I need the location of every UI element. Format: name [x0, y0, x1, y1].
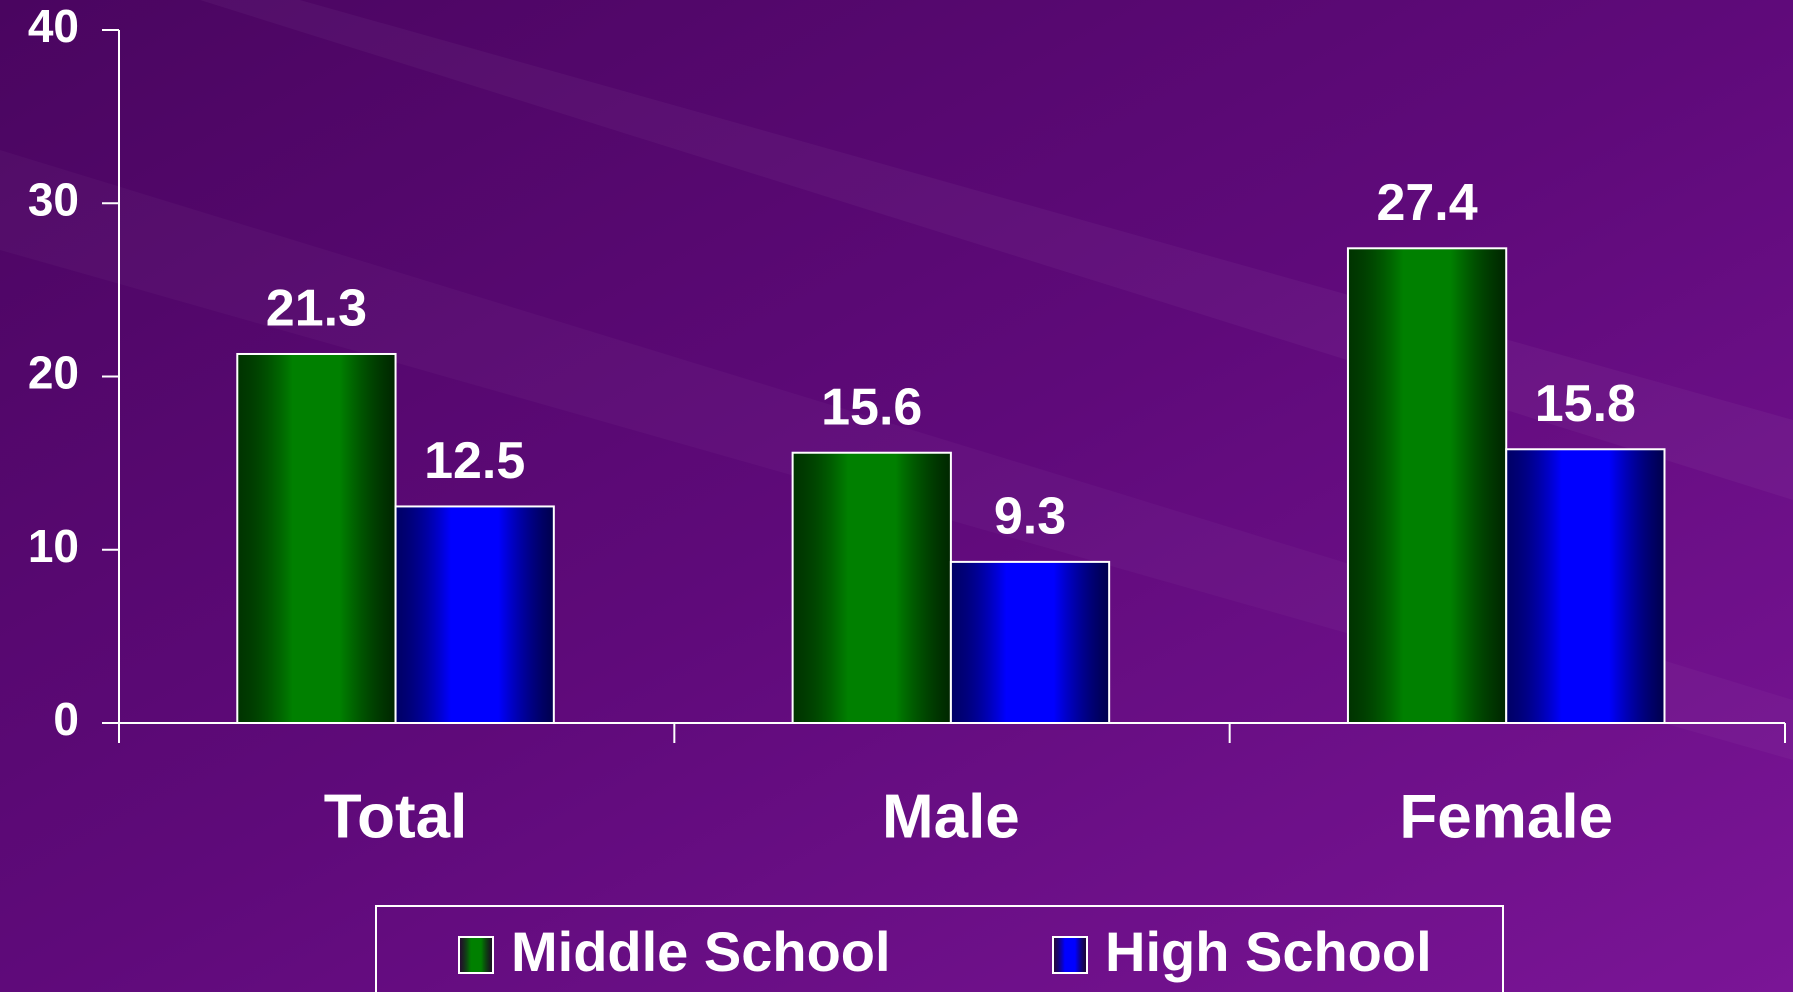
legend-label: High School — [1105, 920, 1432, 983]
bar — [1505, 448, 1666, 724]
x-tick-label: Male — [882, 782, 1020, 851]
legend-swatch — [1052, 936, 1088, 974]
y-tick-label: 40 — [28, 0, 79, 52]
x-tick-label: Female — [1399, 782, 1613, 851]
bar — [236, 352, 397, 724]
bar — [791, 451, 952, 724]
y-tick-label: 0 — [53, 693, 79, 745]
legend-box — [375, 905, 1504, 992]
data-label: 15.8 — [1535, 375, 1636, 433]
data-label: 9.3 — [994, 488, 1066, 546]
bar — [394, 505, 555, 724]
x-tick-label: Total — [324, 782, 468, 851]
y-tick-label: 30 — [28, 173, 79, 225]
legend-label: Middle School — [511, 920, 891, 983]
data-label: 21.3 — [266, 280, 367, 338]
data-label: 12.5 — [424, 432, 525, 490]
data-label: 15.6 — [821, 378, 922, 436]
bar — [1346, 247, 1508, 724]
data-label: 27.4 — [1376, 174, 1477, 232]
y-tick-label: 20 — [28, 347, 79, 399]
y-tick-label: 10 — [28, 520, 79, 572]
legend-swatch — [458, 936, 494, 974]
bar — [949, 560, 1111, 724]
